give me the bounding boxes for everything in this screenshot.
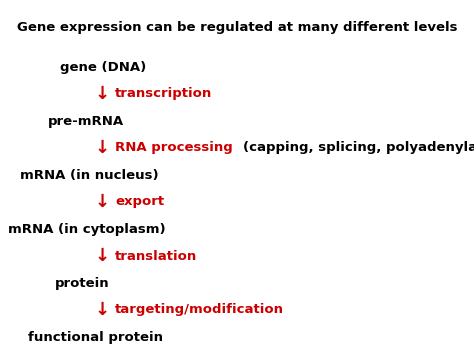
Text: mRNA (in nucleus): mRNA (in nucleus): [20, 169, 159, 181]
Text: ↓: ↓: [95, 247, 110, 265]
Text: RNA processing: RNA processing: [115, 141, 233, 155]
Text: (capping, splicing, polyadenylation): (capping, splicing, polyadenylation): [243, 141, 474, 155]
Text: ↓: ↓: [95, 193, 110, 211]
Text: transcription: transcription: [115, 87, 212, 101]
Text: functional protein: functional protein: [28, 331, 163, 343]
Text: export: export: [115, 196, 164, 208]
Text: Gene expression can be regulated at many different levels: Gene expression can be regulated at many…: [17, 20, 457, 34]
Text: translation: translation: [115, 250, 197, 262]
Text: ↓: ↓: [95, 139, 110, 157]
Text: gene (DNA): gene (DNA): [60, 60, 146, 74]
Text: ↓: ↓: [95, 85, 110, 103]
Text: pre-mRNA: pre-mRNA: [48, 115, 124, 127]
Text: targeting/modification: targeting/modification: [115, 303, 284, 317]
Text: mRNA (in cytoplasm): mRNA (in cytoplasm): [8, 222, 165, 236]
Text: ↓: ↓: [95, 301, 110, 319]
Text: protein: protein: [55, 277, 109, 290]
